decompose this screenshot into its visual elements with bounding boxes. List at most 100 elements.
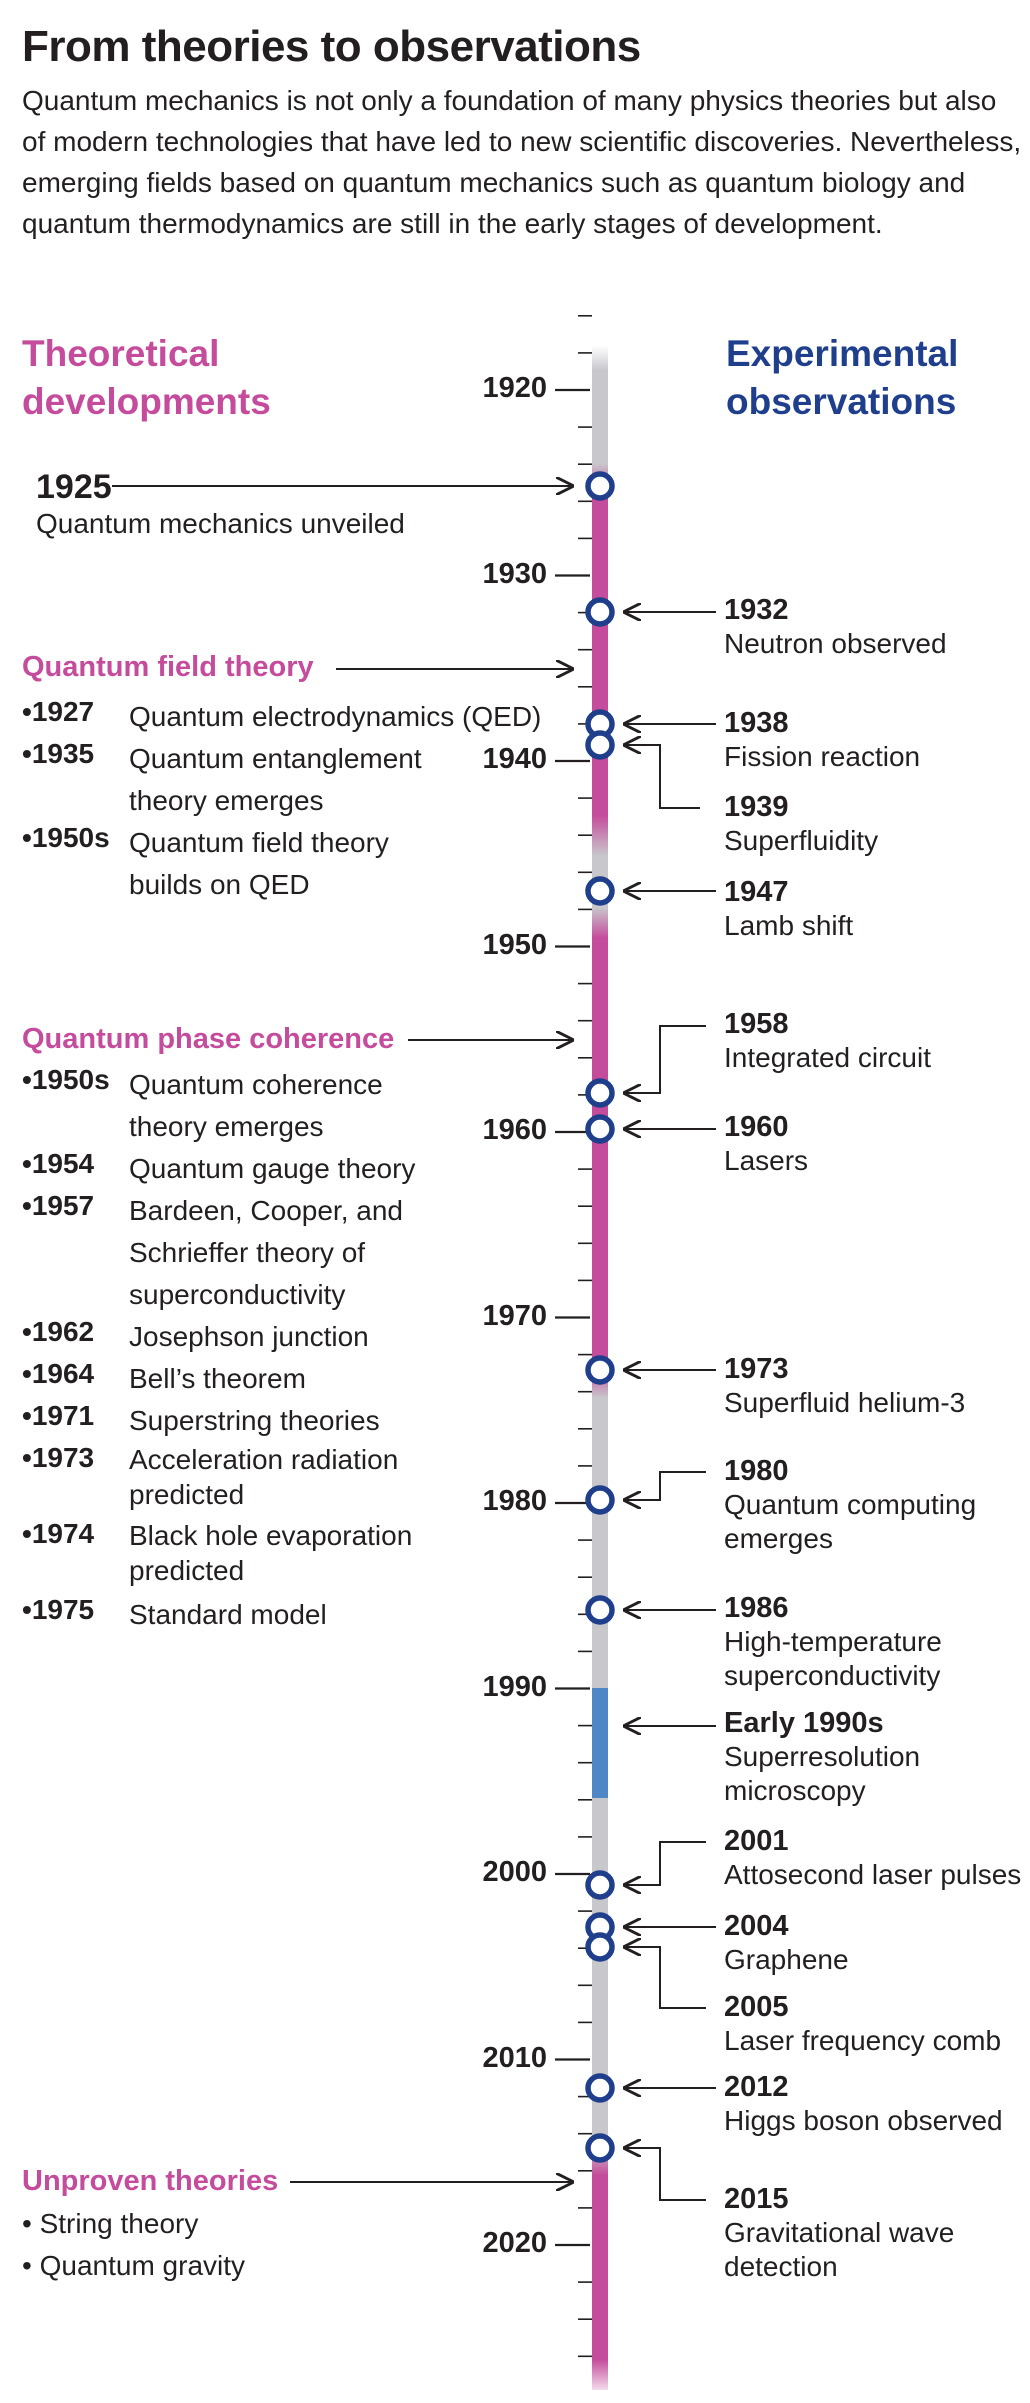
connector-arrow (625, 745, 700, 809)
experimental-observations-header: Experimental observations (726, 333, 959, 422)
connector-arrows (112, 486, 716, 2201)
observation-item: 1938 Fission reaction (724, 707, 1024, 774)
qpc-item-text: Superstring theories (129, 1405, 380, 1436)
qpc-item-text: Bardeen, Cooper, and Schrieffer theory o… (129, 1195, 403, 1310)
qpc-item-year: •1975 (22, 1594, 95, 1625)
event-marker (585, 2133, 615, 2163)
observation-text: Higgs boson observed (724, 2105, 1003, 2136)
connector-arrow (625, 2148, 706, 2201)
theory-1925-year: 1925 (36, 468, 112, 506)
qpc-item-text: Standard model (129, 1599, 327, 1630)
qft-item-year: •1950s (22, 822, 110, 853)
axis-year-label: 1980 (482, 1485, 547, 1517)
event-marker (585, 1078, 615, 1108)
observation-year: 1958 (724, 1008, 789, 1040)
connector-arrow (625, 1947, 706, 2009)
observation-text: Lamb shift (724, 910, 854, 941)
axis-year-label: 1960 (482, 1114, 547, 1146)
observation-item: 2012 Higgs boson observed (724, 2071, 1024, 2138)
observation-item: 2001 Attosecond laser pulses (724, 1825, 1024, 1892)
event-markers (585, 471, 615, 2163)
qpc-item-year: •1971 (22, 1400, 95, 1431)
observation-text: Neutron observed (724, 628, 947, 659)
observation-text: Superfluidity (724, 825, 879, 856)
observation-text: Integrated circuit (724, 1042, 931, 1073)
qpc-item-year: •1950s (22, 1064, 110, 1095)
qpc-item-year: •1974 (22, 1518, 95, 1549)
observation-item: 1939 Superfluidity (724, 791, 1024, 858)
event-marker (585, 1932, 615, 1962)
qft-item: •1935 Quantum entanglement theory emerge… (22, 738, 422, 822)
observation-year: 2015 (724, 2183, 789, 2215)
event-marker (585, 1355, 615, 1385)
intro-paragraph: Quantum mechanics is not only a foundati… (22, 85, 1022, 239)
axis-year-label: 2020 (482, 2227, 547, 2259)
observation-year: 1960 (724, 1111, 789, 1143)
observation-year: 1986 (724, 1592, 789, 1624)
event-marker (585, 597, 615, 627)
axis-year-label: 1920 (482, 372, 547, 404)
qft-item-text: Quantum electrodynamics (QED) (129, 701, 542, 732)
observation-item: 1973 Superfluid helium-3 (724, 1353, 1024, 1420)
observation-year: 2004 (724, 1910, 789, 1942)
observation-text: Superresolution microscopy (724, 1741, 921, 1806)
observation-year: 1947 (724, 876, 789, 908)
observation-text: Gravitational wave detection (724, 2217, 955, 2282)
observation-text: Lasers (724, 1145, 809, 1176)
qpc-item-text: Quantum coherence theory emerges (129, 1069, 383, 1142)
observation-item: 2005 Laser frequency comb (724, 1991, 1024, 2058)
observation-item: 1986 High-temperature superconductivity (724, 1592, 1024, 1693)
observation-text: Fission reaction (724, 741, 921, 772)
qft-section-title: Quantum field theory (22, 651, 314, 683)
event-marker (585, 471, 615, 501)
observation-text: Graphene (724, 1944, 849, 1975)
qpc-item-text: Acceleration radiation predicted (129, 1444, 399, 1510)
qft-item-text: Quantum entanglement theory emerges (129, 743, 422, 816)
observation-year: 1938 (724, 707, 789, 739)
axis-year-label: 2000 (482, 1856, 547, 1888)
observation-item: 1932 Neutron observed (724, 594, 1024, 661)
observation-year: Early 1990s (724, 1707, 884, 1739)
event-marker (585, 1485, 615, 1515)
axis-year-label: 1970 (482, 1299, 547, 1332)
qpc-item-year: •1957 (22, 1190, 95, 1221)
theory-1925-text: Quantum mechanics unveiled (36, 508, 405, 539)
unproven-item: • Quantum gravity (22, 2250, 246, 2281)
axis-year-label: 2010 (482, 2041, 547, 2074)
observation-item: 1960 Lasers (724, 1111, 1024, 1178)
qpc-item-year: •1962 (22, 1316, 95, 1347)
observation-year: 1932 (724, 594, 789, 626)
qpc-item-year: •1954 (22, 1148, 95, 1179)
theoretical-developments-header: Theoretical developments (22, 333, 271, 422)
qpc-item-text: Black hole evaporation predicted (129, 1520, 413, 1586)
qpc-item-text: Josephson junction (129, 1321, 369, 1352)
observation-text: Laser frequency comb (724, 2025, 1002, 2056)
connector-arrow (625, 1025, 706, 1093)
event-marker (585, 1870, 615, 1900)
observation-item: 1947 Lamb shift (724, 876, 1024, 943)
event-marker (585, 1114, 615, 1144)
qft-item: •1950s Quantum field theory builds on QE… (22, 822, 422, 906)
axis-year-label: 1950 (482, 928, 547, 961)
qft-item: •1927 Quantum electrodynamics (QED) (22, 696, 541, 738)
observation-item: 2015 Gravitational wave detection (724, 2183, 1024, 2284)
observation-text: Superfluid helium-3 (724, 1387, 966, 1418)
event-marker (585, 2073, 615, 2103)
qpc-item-text: Quantum gauge theory (129, 1153, 416, 1184)
observation-text: Attosecond laser pulses (724, 1859, 1022, 1890)
theory-1925: 1925 Quantum mechanics unveiled (36, 468, 405, 541)
axis-year-label: 1940 (482, 743, 547, 775)
unproven-item: • String theory (22, 2208, 199, 2239)
observation-text: High-temperature superconductivity (724, 1626, 942, 1691)
observation-year: 1980 (724, 1455, 789, 1487)
axis-ticks (555, 314, 592, 2358)
observation-year: 2005 (724, 1991, 789, 2023)
observation-item: 1958 Integrated circuit (724, 1008, 1024, 1075)
qpc-section-title: Quantum phase coherence (22, 1023, 395, 1055)
connector-arrow (625, 1471, 706, 1500)
connector-arrow (625, 1841, 706, 1885)
event-marker (585, 876, 615, 906)
observation-year: 1939 (724, 791, 789, 823)
qpc-item-year: •1973 (22, 1442, 95, 1473)
